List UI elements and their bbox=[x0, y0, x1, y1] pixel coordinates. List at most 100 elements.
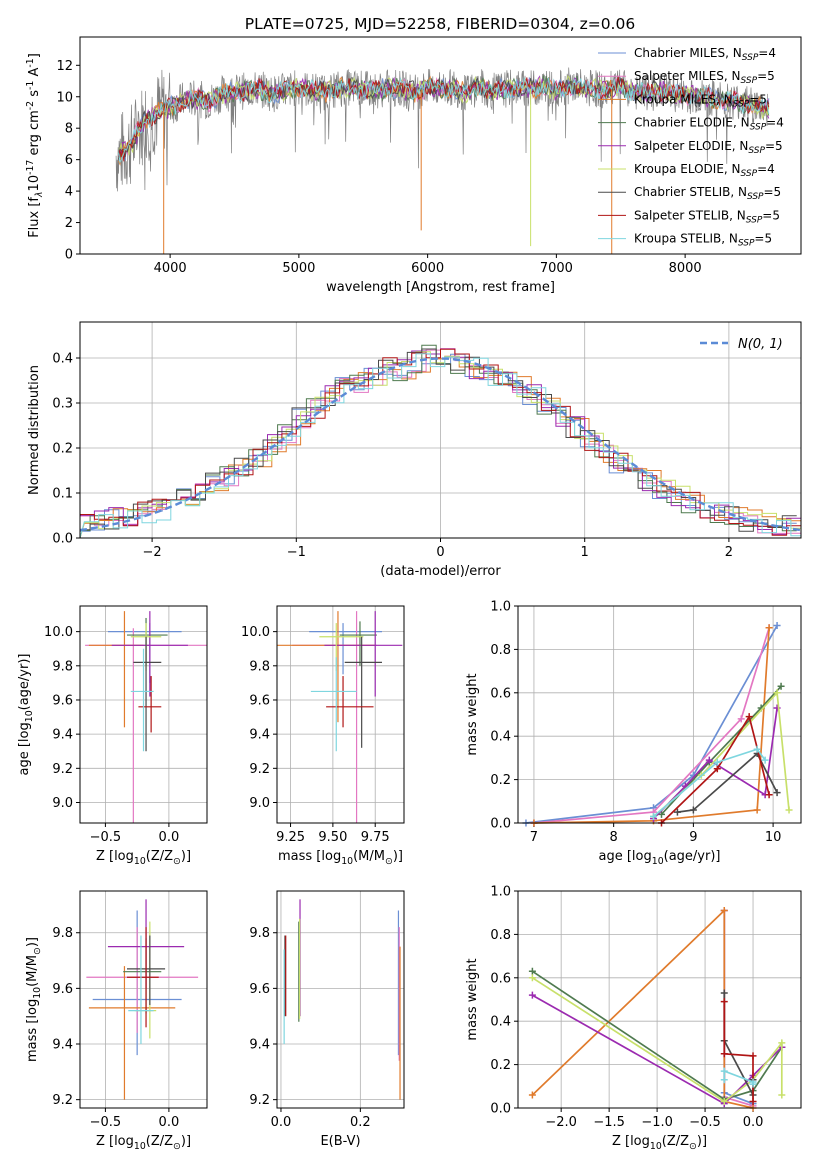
weight-marker bbox=[673, 808, 681, 816]
label-part: 10 bbox=[134, 1141, 146, 1152]
label-part: Flux [f bbox=[27, 197, 42, 238]
axes-frame bbox=[79, 36, 802, 255]
x-axis-label: Z [log10(Z/Z⊙)] bbox=[612, 1134, 707, 1152]
errorbar-plot bbox=[85, 611, 207, 823]
y-tick-label: 12 bbox=[56, 59, 73, 74]
y-tick-label: 0.8 bbox=[490, 643, 511, 658]
axes-frame bbox=[276, 890, 405, 1109]
normal-curve bbox=[80, 357, 801, 532]
y-tick-label: 9.0 bbox=[52, 796, 73, 811]
weight-marker bbox=[749, 1052, 757, 1060]
legend-entry-suffix: =5 bbox=[757, 69, 775, 83]
x-tick-label: 0.2 bbox=[350, 1115, 371, 1130]
weight-line-1 bbox=[525, 625, 778, 824]
age-vs-mass-panel: 9.25 9.50 9.75 9.0 9.2 9.4 9.6 9.8 10.0 mass [log… bbox=[241, 605, 405, 867]
legend-entry-subscript: SSP bbox=[738, 239, 755, 249]
legend-entry-suffix: =5 bbox=[749, 92, 767, 106]
legend-entry: Chabrier MILES, NSSP=4 bbox=[634, 46, 776, 63]
label-part: (Z/Z bbox=[146, 1134, 173, 1149]
label-part: 10 bbox=[341, 856, 353, 867]
x-tick-label: 7000 bbox=[540, 261, 573, 276]
y-tick-label: 9.6 bbox=[52, 693, 73, 708]
x-axis-label: E(B-V) bbox=[320, 1134, 360, 1149]
errorbar-9 bbox=[128, 935, 154, 1045]
legend-entry-text: Chabrier STELIB, N bbox=[634, 185, 747, 199]
y-tick-label: 9.0 bbox=[249, 796, 270, 811]
errorbar-7 bbox=[344, 636, 382, 748]
y-tick-label: 0.2 bbox=[52, 442, 73, 457]
legend-entry-subscript: SSP bbox=[746, 215, 763, 225]
y-axis-label: mass [log10(M/M⊙)] bbox=[25, 937, 43, 1062]
histogram-7 bbox=[80, 348, 797, 538]
y-tick-label: 4 bbox=[65, 185, 73, 200]
grid-lines bbox=[277, 606, 404, 823]
weight-marker bbox=[720, 989, 728, 997]
legend-entry-subscript: SSP bbox=[748, 146, 765, 156]
y-tick-label: 9.6 bbox=[249, 693, 270, 708]
x-axis-label: (data-model)/error bbox=[380, 564, 501, 579]
axes-frame bbox=[79, 321, 802, 539]
x-tick-label: −1 bbox=[287, 545, 306, 560]
weight-line-7 bbox=[677, 752, 778, 813]
x-axis-label: Z [log10(Z/Z⊙)] bbox=[96, 1134, 191, 1152]
x-axis-label: mass [log10(M/M⊙)] bbox=[278, 849, 403, 867]
weight-marker bbox=[785, 806, 793, 814]
histogram-1 bbox=[80, 353, 797, 538]
legend-entry-suffix: =5 bbox=[762, 208, 780, 222]
x-tick-label: 0.0 bbox=[159, 830, 180, 845]
residuals-legend: N(0, 1) bbox=[700, 337, 783, 352]
weight-marker bbox=[705, 756, 713, 764]
legend-entry: Chabrier ELODIE, NSSP=4 bbox=[634, 116, 784, 133]
y-tick-label: 9.2 bbox=[249, 762, 270, 777]
errorbar-plot bbox=[283, 899, 401, 1100]
x-tick-label: −0.5 bbox=[689, 1115, 721, 1130]
legend-entry-text: Chabrier ELODIE, N bbox=[634, 116, 750, 130]
label-part: ⊙ bbox=[32, 947, 43, 955]
x-tick-label: −2 bbox=[143, 545, 162, 560]
errorbar-9 bbox=[130, 648, 154, 752]
axes-frame bbox=[79, 605, 208, 824]
figure-title: PLATE=0725, MJD=52258, FIBERID=0304, z=0… bbox=[245, 15, 635, 33]
label-part: age [log bbox=[599, 849, 652, 864]
histogram-plot bbox=[80, 344, 801, 538]
label-part: mass [log bbox=[278, 849, 341, 864]
errorbar-2 bbox=[292, 611, 377, 823]
x-tick-label: 5000 bbox=[282, 261, 315, 276]
weight-marker bbox=[737, 715, 745, 723]
label-part: (age/yr)] bbox=[17, 654, 32, 711]
y-tick-label: 8 bbox=[65, 122, 73, 137]
label-part: ⊙ bbox=[173, 856, 181, 867]
label-part: age [log bbox=[17, 722, 32, 775]
label-part: erg cm bbox=[27, 110, 42, 159]
x-tick-label: −1.0 bbox=[641, 1115, 673, 1130]
x-tick-label: −0.5 bbox=[90, 1115, 122, 1130]
y-axis-label: Flux [fλ10-17 erg cm-2 s-1 A-1] bbox=[25, 53, 45, 238]
y-tick-label: 0.4 bbox=[490, 1015, 511, 1030]
y-tick-label: 0.0 bbox=[52, 532, 73, 547]
weight-line-4 bbox=[531, 970, 783, 1101]
residuals-panel: −2 −1 0 1 2 0.0 0.1 0.2 0.3 0.4 (data-model)/error… bbox=[27, 321, 802, 579]
legend-entry: Chabrier STELIB, NSSP=5 bbox=[634, 185, 781, 202]
x-tick-label: −2.0 bbox=[545, 1115, 577, 1130]
errorbar-4 bbox=[339, 621, 377, 666]
y-tick-label: 9.4 bbox=[249, 1038, 270, 1053]
y-tick-label: 9.6 bbox=[249, 982, 270, 997]
y-tick-label: 0.3 bbox=[52, 397, 73, 412]
y-tick-label: 2 bbox=[65, 216, 73, 231]
x-axis-label: Z [log10(Z/Z⊙)] bbox=[96, 849, 191, 867]
legend-entry-suffix: =4 bbox=[757, 162, 775, 176]
weight-marker bbox=[720, 907, 728, 915]
label-part: 10 bbox=[134, 856, 146, 867]
errorbar-5 bbox=[324, 611, 403, 697]
y-axis-label: mass weight bbox=[465, 958, 480, 1040]
label-part: 10 bbox=[650, 1141, 662, 1152]
errorbar-1 bbox=[309, 623, 382, 675]
label-part: )] bbox=[697, 1134, 707, 1149]
legend-entry-text: Kroupa ELODIE, N bbox=[634, 162, 741, 176]
label-part: 10 bbox=[32, 987, 43, 999]
weight-line-2 bbox=[533, 627, 770, 824]
y-tick-label: 9.8 bbox=[249, 926, 270, 941]
label-part: ⊙ bbox=[385, 856, 393, 867]
label-part: 10 bbox=[24, 710, 35, 722]
